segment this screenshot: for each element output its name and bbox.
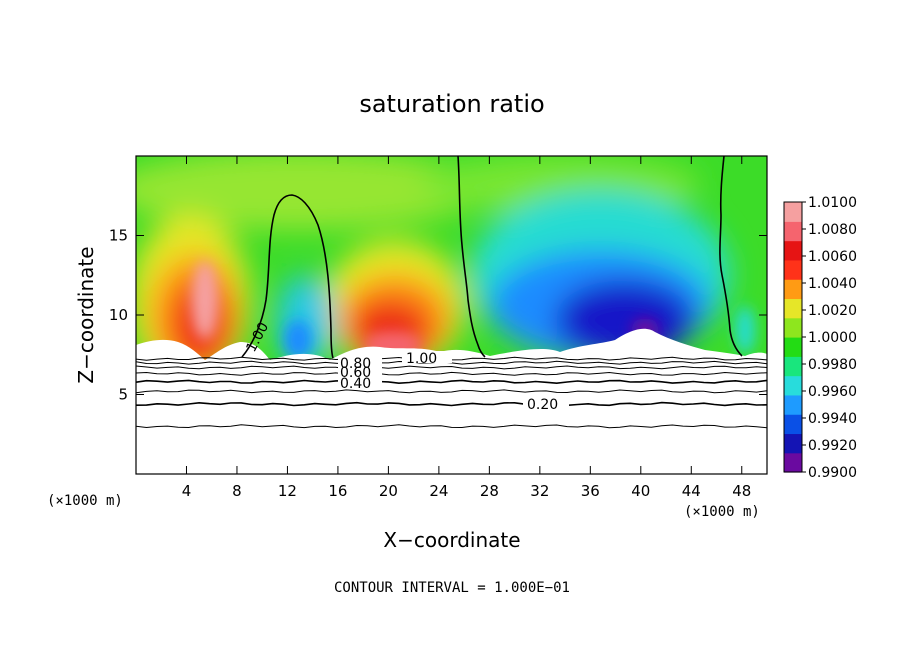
- colorbar-swatch: [784, 452, 802, 473]
- contour-label-020: 0.20: [527, 397, 558, 413]
- x-tick-label: 8: [232, 482, 242, 500]
- x-tick-label: 32: [530, 482, 549, 500]
- colorbar-tick-label: 0.9900: [808, 465, 857, 481]
- label-gap-c: [523, 396, 569, 412]
- contour-line-b: [457, 156, 486, 358]
- colorbar-segments: [784, 202, 802, 473]
- left-pink-core: [191, 260, 219, 340]
- heatmap-field: 1.00 1.00 0.80 0.60 0.40 0.20: [136, 156, 767, 474]
- x-units-left: (×1000 m): [47, 493, 123, 509]
- y-axis-label: Z−coordinate: [74, 246, 98, 383]
- x-tick-label: 28: [480, 482, 499, 500]
- label-gap-b: [338, 357, 382, 389]
- unity-contours: [241, 156, 743, 359]
- colorbar-swatch: [784, 356, 802, 377]
- colorbar-tick-label: 0.9940: [808, 411, 857, 427]
- contour-line-a: [241, 194, 334, 359]
- x-tick-label: 48: [732, 482, 751, 500]
- colorbar: 1.0100 1.0080 1.0060 1.0040 1.0020 1.0000 0.99…: [783, 195, 857, 481]
- colorbar-swatch: [784, 279, 802, 300]
- colorbar-tick-label: 1.0020: [808, 303, 857, 319]
- colorbar-tick-label: 0.9980: [808, 357, 857, 373]
- contour-line: [136, 365, 767, 370]
- colorbar-swatch: [784, 221, 802, 242]
- colorbar-swatch: [784, 240, 802, 261]
- contour-label-060: 0.60: [340, 365, 371, 381]
- light-green-band: [136, 156, 490, 230]
- x-tick-label: 40: [631, 482, 650, 500]
- colorbar-tick-label: 0.9920: [808, 438, 857, 454]
- colorbar-swatch: [784, 298, 802, 319]
- y-axis-ticks: 5 10 15: [109, 227, 767, 404]
- x-axis-ticks: 4 8 12 16 20 24 28 32 36 40 44 48: [182, 156, 751, 500]
- x-tick-label: 24: [429, 482, 448, 500]
- contour-line-c: [719, 156, 743, 357]
- colorbar-tick-label: 1.0000: [808, 330, 857, 346]
- x-tick-label: 44: [682, 482, 701, 500]
- contour-line: [136, 371, 767, 376]
- contour-line: [136, 424, 767, 429]
- colorbar-tick-label: 1.0100: [808, 195, 857, 211]
- contour-interval-note: CONTOUR INTERVAL = 1.000E−01: [334, 580, 570, 596]
- ground-undulation: [136, 328, 767, 360]
- x-axis-label: X−coordinate: [383, 528, 520, 552]
- x-tick-label: 36: [581, 482, 600, 500]
- contour-line: [136, 389, 767, 394]
- x-tick-label: 12: [278, 482, 297, 500]
- colorbar-swatch: [784, 259, 802, 280]
- colorbar-swatch: [784, 337, 802, 357]
- x-units-right: (×1000 m): [684, 504, 760, 520]
- colorbar-swatch: [784, 317, 802, 338]
- colorbar-tick-label: 1.0080: [808, 222, 857, 238]
- x-tick-label: 4: [182, 482, 192, 500]
- right-cyan-column: [735, 306, 755, 354]
- contour-line: [136, 379, 767, 385]
- colorbar-tick-label: 0.9960: [808, 384, 857, 400]
- y-tick-label: 15: [109, 227, 128, 245]
- contour-label-040: 0.40: [340, 376, 371, 392]
- y-tick-label: 10: [109, 306, 128, 324]
- colorbar-swatch: [784, 414, 802, 435]
- colorbar-swatch: [784, 394, 802, 415]
- x-tick-label: 16: [328, 482, 347, 500]
- contour-label-100-row: 1.00: [406, 351, 437, 367]
- blue-column-core: [284, 320, 312, 360]
- colorbar-tick-label: 1.0060: [808, 249, 857, 265]
- colorbar-ticks: 1.0100 1.0080 1.0060 1.0040 1.0020 1.0000 0.99…: [802, 195, 857, 481]
- colorbar-swatch: [784, 433, 802, 454]
- label-gap-a: [402, 351, 452, 363]
- colorbar-tick-label: 1.0040: [808, 276, 857, 292]
- chart-title: saturation ratio: [359, 90, 544, 118]
- colorbar-swatch: [784, 375, 802, 396]
- x-tick-label: 20: [379, 482, 398, 500]
- colorbar-swatch: [784, 202, 802, 222]
- y-tick-label: 5: [118, 386, 128, 404]
- contour-label-080: 0.80: [340, 356, 371, 372]
- contour-line: [136, 401, 767, 407]
